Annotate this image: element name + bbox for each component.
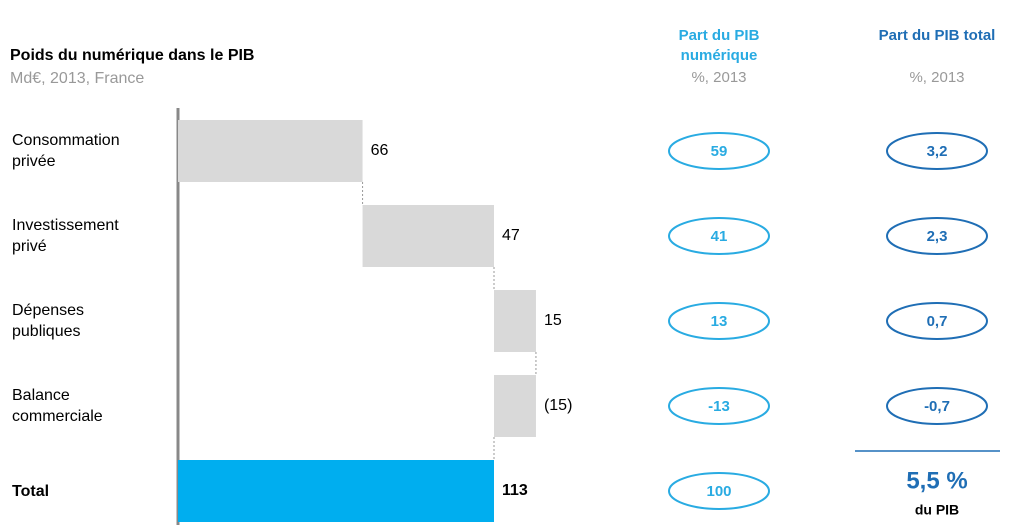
oval [668,302,770,340]
category-label: Total [12,483,50,500]
column-subtitle: %, 2013 [909,69,965,86]
category-label: Consommation privée [12,132,120,170]
column-title: Part du PIB numérique [678,27,760,64]
chart-subtitle: Md€, 2013, France [10,70,144,87]
total-note: du PIB [915,502,959,518]
bar [178,120,363,182]
oval-value: 13 [711,313,728,330]
bar [178,460,494,522]
category-label: Investissement privé [12,217,119,255]
oval-value: 2,3 [927,228,948,245]
value-label: 66 [371,142,389,159]
value-label: 113 [502,482,528,499]
value-label: 15 [544,312,562,329]
oval [886,302,988,340]
oval [886,132,988,170]
oval [886,387,988,425]
oval-value: 0,7 [927,313,948,330]
bar [494,375,536,437]
bar [494,290,536,352]
column-title: Part du PIB total [878,27,996,44]
oval-value: 3,2 [927,143,948,160]
oval-value: 59 [711,143,728,160]
oval [668,217,770,255]
value-label: (15) [544,397,572,414]
total-value: 5,5 % [906,467,967,494]
oval [668,132,770,170]
category-label: Balance commerciale [12,387,103,425]
oval-value: -0,7 [924,398,950,415]
oval-value: -13 [708,398,730,415]
oval [668,387,770,425]
chart-title: Poids du numérique dans le PIB [10,47,254,64]
value-label: 47 [502,227,520,244]
bar [362,205,494,267]
oval [668,472,770,510]
oval-value: 41 [711,228,728,245]
column-subtitle: %, 2013 [691,69,747,86]
oval-value: 100 [706,483,731,500]
category-label: Dépenses publiques [12,302,85,340]
oval [886,217,988,255]
